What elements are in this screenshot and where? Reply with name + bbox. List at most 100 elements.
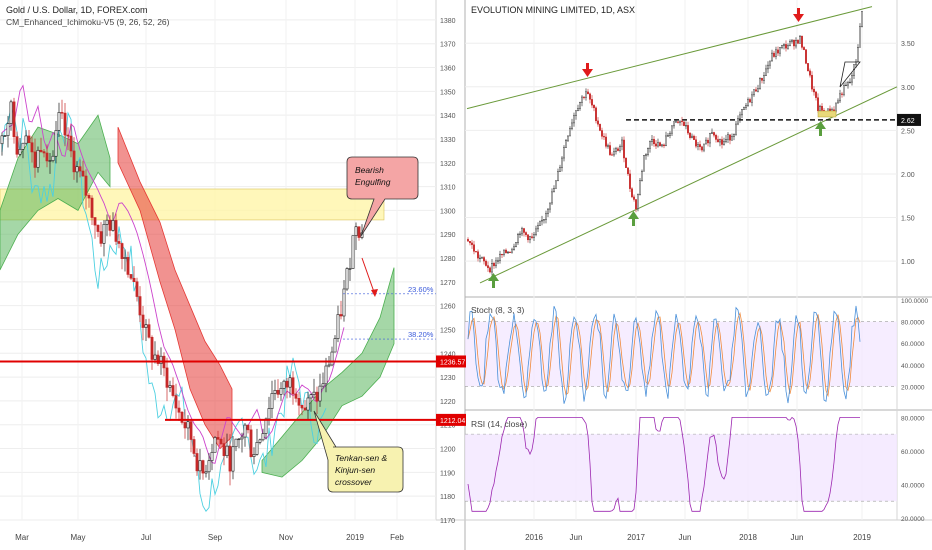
candle-body <box>150 336 154 360</box>
candle-body <box>573 115 575 124</box>
candle-body <box>559 167 561 172</box>
candle-body <box>695 139 697 147</box>
candle-body <box>747 99 749 106</box>
candle-body <box>330 351 334 366</box>
x-tick-label: 2017 <box>627 533 645 542</box>
candle-body <box>589 93 591 100</box>
stoch-tick-label: 60.0000 <box>901 341 925 348</box>
candle-body <box>563 147 565 159</box>
candle-body <box>231 446 235 472</box>
candle-body <box>655 143 657 147</box>
candle-body <box>719 139 721 143</box>
candle-body <box>707 139 709 144</box>
candle-body <box>601 130 603 137</box>
up-arrow-icon <box>488 273 499 288</box>
candle-body <box>689 132 691 138</box>
candle-body <box>18 149 22 155</box>
right-title: EVOLUTION MINING LIMITED, 1D, ASX <box>471 5 635 15</box>
candle-body <box>267 408 271 420</box>
rsi-tick-label: 20.0000 <box>901 516 925 523</box>
candle-body <box>348 268 352 270</box>
y-tick-label: 1190 <box>440 470 455 477</box>
candle-body <box>717 139 719 143</box>
candle-body <box>795 40 797 47</box>
candle-body <box>627 167 629 175</box>
crossover-callout: Tenkan-sen & Kinjun-sen crossover <box>313 410 404 493</box>
y-tick-label: 1180 <box>440 494 455 501</box>
x-tick-label: Mar <box>15 533 29 542</box>
candle-body <box>114 220 118 242</box>
candle-body <box>851 75 853 83</box>
candle-body <box>165 367 169 388</box>
candle-body <box>839 93 841 102</box>
candle-body <box>207 460 211 473</box>
candle-body <box>619 145 621 151</box>
y-tick-label: 1270 <box>440 280 456 287</box>
candle-body <box>505 249 507 254</box>
candle-body <box>763 75 765 81</box>
candle-body <box>42 151 46 154</box>
candle-body <box>336 314 340 339</box>
candle-body <box>306 397 310 411</box>
candle-body <box>745 105 747 108</box>
candle-body <box>45 152 49 162</box>
candle-body <box>671 125 673 134</box>
candle-body <box>222 443 226 457</box>
y-tick-label: 1320 <box>440 161 456 168</box>
candle-body <box>731 136 733 141</box>
stoch-tick-label: 100.0000 <box>901 298 928 305</box>
candle-body <box>711 132 713 134</box>
candle-body <box>847 82 849 86</box>
fib-label: 38.20% <box>408 330 434 339</box>
candle-body <box>297 398 301 406</box>
candle-body <box>339 314 343 317</box>
y-tick-label: 2.00 <box>901 172 915 179</box>
candle-body <box>661 144 663 147</box>
candle-body <box>761 77 763 81</box>
candle-body <box>261 433 265 441</box>
x-tick-label: Jul <box>141 533 151 542</box>
candle-body <box>240 436 244 440</box>
rsi-line <box>467 416 860 512</box>
candle-body <box>857 47 859 63</box>
axes-text: 1380 1370 1360 1350 1340 1330 1320 1310 1300 1290… <box>15 18 928 542</box>
candle-body <box>703 143 705 151</box>
candle-body <box>467 239 469 242</box>
candle-body <box>123 257 127 259</box>
candle-body <box>555 180 557 189</box>
x-tick-label: Jun <box>570 533 583 542</box>
candle-body <box>156 354 160 364</box>
candle-body <box>195 453 199 472</box>
candle-body <box>751 94 753 103</box>
candle-body <box>168 385 172 388</box>
candle-body <box>483 257 485 262</box>
candle-body <box>523 228 525 233</box>
crossover-line-2: Kinjun-sen <box>335 465 375 475</box>
candle-body <box>777 49 779 54</box>
candle-body <box>324 365 328 385</box>
candle-body <box>809 70 811 76</box>
x-tick-label: Jun <box>679 533 692 542</box>
candle-body <box>192 439 196 454</box>
candle-body <box>793 39 795 47</box>
candle-body <box>605 136 607 147</box>
candle-body <box>803 47 805 50</box>
candle-body <box>3 135 7 137</box>
candle-body <box>183 422 187 429</box>
candle-body <box>294 393 298 399</box>
x-tick-label: Nov <box>279 533 293 542</box>
candle-body <box>503 249 505 255</box>
bearish-line-1: Bearish <box>355 165 384 175</box>
candle-body <box>132 277 136 283</box>
candle-body <box>587 91 589 95</box>
candle-body <box>797 40 799 44</box>
candle-body <box>701 146 703 151</box>
x-tick-label: 2016 <box>525 533 543 542</box>
early-bullish-cloud <box>0 114 111 271</box>
down-move-arrow <box>361 257 378 297</box>
candle-body <box>473 244 475 252</box>
up-arrow-icon <box>628 211 639 226</box>
candle-body <box>509 251 511 253</box>
candle-body <box>527 234 529 241</box>
rsi-tick-label: 40.0000 <box>901 482 925 489</box>
